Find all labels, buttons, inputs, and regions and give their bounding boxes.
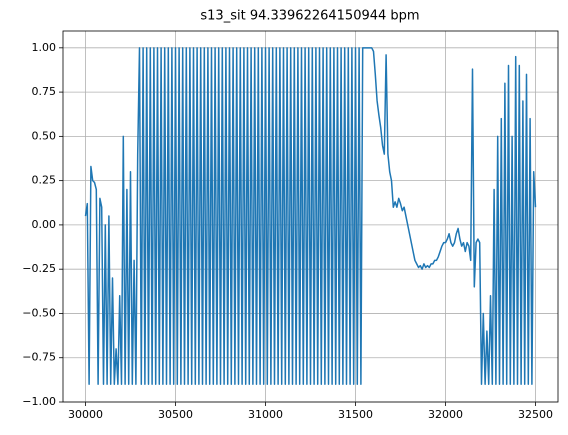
y-tick-label: 0.50	[32, 129, 57, 142]
y-tick-label: 0.00	[32, 218, 57, 231]
x-tick-label: 32500	[518, 408, 553, 421]
y-tick-label: −1.00	[22, 395, 56, 408]
x-tick-label: 30000	[68, 408, 103, 421]
data-line	[84, 47, 537, 386]
x-tick-label: 30500	[158, 408, 193, 421]
y-tick-label: 0.75	[32, 85, 57, 98]
x-tick-label: 31500	[338, 408, 373, 421]
y-tick-label: −0.50	[22, 306, 56, 319]
plot-frame	[62, 30, 559, 403]
y-tick-label: 0.25	[32, 174, 57, 187]
x-tick-label: 31000	[248, 408, 283, 421]
y-tick-label: −0.25	[22, 262, 56, 275]
x-tick-label: 32000	[428, 408, 463, 421]
chart-title: s13_sit 94.33962264150944 bpm	[200, 9, 419, 24]
y-tick-label: −0.75	[22, 351, 56, 364]
y-tick-label: 1.00	[32, 41, 57, 54]
